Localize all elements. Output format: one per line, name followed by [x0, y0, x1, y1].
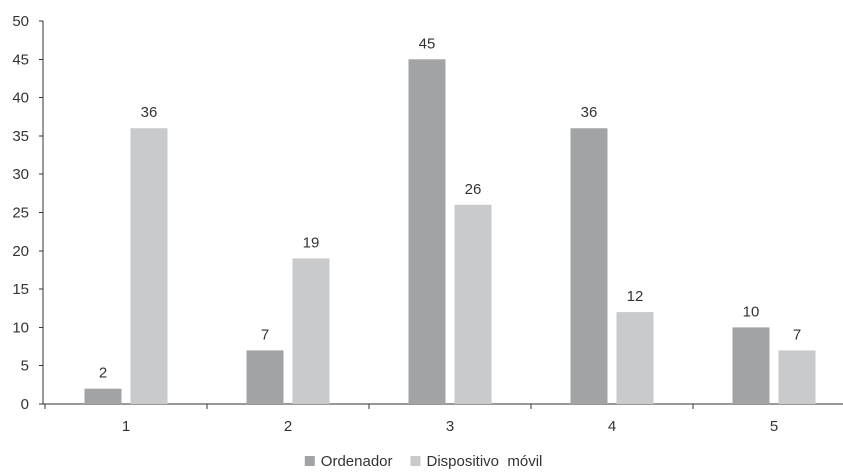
data-label: 2 [99, 365, 107, 382]
x-tick-label: 3 [446, 418, 454, 435]
legend: Ordenador Dispositivo móvil [304, 453, 543, 470]
data-label: 26 [465, 181, 482, 198]
data-label: 45 [419, 35, 436, 52]
bar-series-2 [130, 128, 168, 405]
y-tick-label: 0 [21, 396, 29, 413]
x-axis: 1 2 3 4 5 [43, 403, 843, 435]
data-label: 19 [303, 234, 320, 251]
legend-swatch-series-1 [304, 456, 315, 466]
data-label: 36 [141, 104, 158, 121]
y-tick-label: 35 [12, 128, 29, 145]
data-label: 36 [581, 104, 598, 121]
data-label: 12 [627, 288, 644, 305]
data-label: 7 [261, 326, 269, 343]
y-tick-label: 20 [12, 243, 29, 260]
bar-series-1 [408, 59, 446, 405]
x-tick-label: 1 [122, 418, 130, 435]
data-label: 7 [793, 326, 801, 343]
bar-series-1 [84, 388, 122, 404]
bar-series-2 [616, 312, 654, 404]
y-tick-label: 40 [12, 90, 29, 107]
data-labels: 2 36 7 19 45 26 36 12 10 7 [99, 35, 801, 381]
bar-series-2 [292, 258, 330, 404]
x-tick-label: 2 [284, 418, 292, 435]
y-tick-label: 15 [12, 281, 29, 298]
bar-series-1 [570, 128, 608, 405]
y-axis: 0 5 10 15 20 25 30 35 40 45 50 [12, 13, 44, 413]
y-tick-label: 45 [12, 51, 29, 68]
bar-series-1 [246, 350, 284, 404]
bar-series-2 [454, 204, 492, 404]
bar-series-1 [732, 327, 770, 404]
legend-swatch-series-2 [410, 456, 421, 466]
y-tick-label: 30 [12, 166, 29, 183]
bar-series-2 [778, 350, 816, 404]
data-label: 10 [743, 303, 760, 320]
y-tick-label: 25 [12, 205, 29, 222]
x-tick-label: 4 [608, 418, 616, 435]
y-tick-label: 10 [12, 319, 29, 336]
bars [84, 59, 816, 405]
legend-label-series-1: Ordenador [321, 453, 393, 470]
legend-label-series-2: Dispositivo móvil [427, 453, 543, 470]
y-tick-label: 5 [21, 358, 29, 375]
x-tick-label: 5 [770, 418, 778, 435]
y-tick-label: 50 [12, 13, 29, 30]
